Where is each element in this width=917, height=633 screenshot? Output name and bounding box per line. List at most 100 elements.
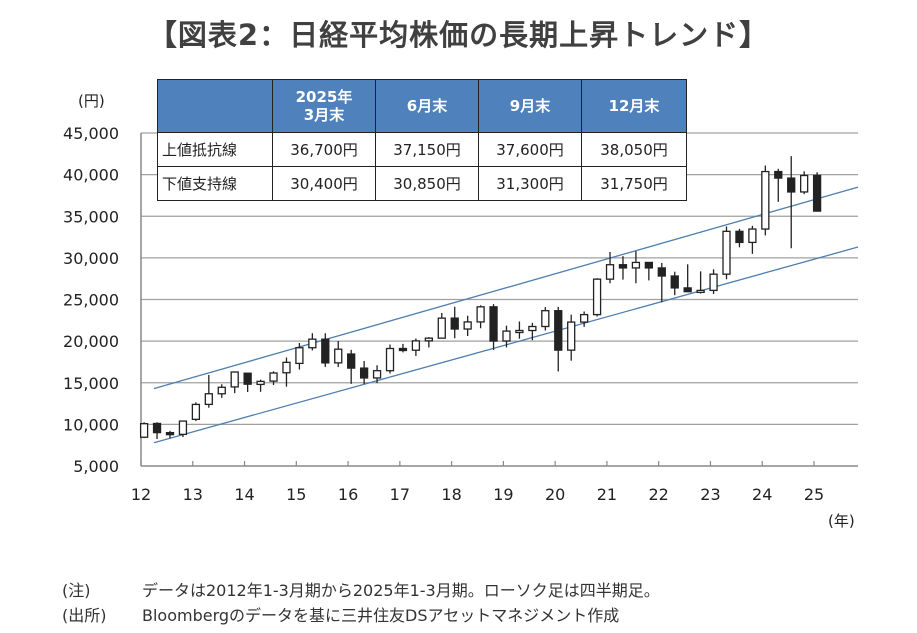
y-axis-label: (円) — [78, 92, 105, 110]
candle — [204, 374, 213, 408]
candle-body — [334, 348, 343, 364]
x-tick-label: 16 — [338, 485, 358, 504]
chart-title: 【図表2：日経平均株価の長期上昇トレンド】 — [147, 18, 770, 52]
y-tick-label: 40,000 — [63, 166, 119, 185]
x-tick-label: 18 — [441, 485, 461, 504]
candle-body — [696, 289, 705, 294]
candle-body — [372, 370, 382, 379]
candle — [683, 264, 692, 293]
candle — [372, 365, 382, 384]
candles — [139, 156, 822, 440]
candle-body — [735, 230, 744, 244]
candle-body — [489, 306, 498, 342]
table-header — [157, 79, 273, 133]
candle-body — [347, 353, 356, 369]
candle — [515, 321, 524, 339]
candle — [657, 262, 666, 303]
y-tick-label: 15,000 — [63, 374, 119, 393]
x-tick-label: 23 — [700, 485, 720, 504]
candle — [489, 304, 498, 350]
candle-body — [502, 330, 511, 342]
source-note: (出所) Bloombergのデータを基に三井住友DSアセットマネジメント作成 — [62, 606, 620, 625]
candle-body — [152, 422, 162, 434]
candle — [735, 228, 744, 248]
candle-body — [385, 347, 395, 372]
candle — [787, 156, 796, 249]
table-header: 2025年 3月末 — [272, 79, 376, 133]
candle — [463, 315, 472, 336]
candle — [295, 342, 304, 370]
x-tick-label: 14 — [234, 485, 254, 504]
row-label: 下値支持線 — [157, 166, 273, 201]
candle-body — [269, 372, 278, 382]
row-label: 上値抵抗線 — [157, 132, 273, 167]
candle-body — [308, 338, 317, 349]
y-tick-label: 10,000 — [63, 415, 119, 434]
x-tick-label: 20 — [545, 485, 565, 504]
x-tick-label: 21 — [597, 485, 617, 504]
candle-body — [541, 310, 550, 328]
candle-body — [683, 287, 692, 293]
axes: 5,000 10,000 15,000 20,000 25,000 30,000 35,00… — [63, 124, 858, 504]
candle-body — [321, 338, 330, 364]
candle — [761, 165, 770, 236]
note: (注) データは2012年1-3月期から2025年1-3月期。ローソク足は四半期足… — [62, 581, 660, 600]
table-cell: 36,700円 — [272, 132, 376, 167]
candle — [800, 171, 809, 195]
table-header: 12月末 — [581, 79, 687, 133]
candle-body — [657, 267, 666, 277]
candle-body — [165, 432, 175, 436]
candle — [411, 338, 421, 356]
table-cell: 37,600円 — [478, 132, 582, 167]
table-cell: 38,050円 — [581, 132, 687, 167]
candle — [359, 360, 369, 384]
candle — [644, 261, 654, 281]
channel-line-upper — [153, 186, 859, 390]
candle — [592, 278, 602, 317]
candle — [709, 269, 718, 294]
candle-body — [787, 177, 796, 193]
y-tick-label: 30,000 — [63, 249, 119, 268]
candle-body — [217, 386, 226, 395]
y-tick-label: 5,000 — [73, 457, 119, 476]
candle-body — [463, 321, 472, 330]
candle-body — [670, 275, 679, 289]
candle — [579, 311, 589, 327]
candle — [191, 402, 201, 422]
candle — [450, 306, 459, 339]
candle — [347, 349, 356, 384]
table-header: 6月末 — [375, 79, 479, 133]
table-header-row: 2025年 3月末 6月末 9月末 12月末 — [157, 79, 687, 133]
candle-body — [139, 423, 149, 438]
candle — [334, 341, 343, 367]
candle-body — [515, 329, 524, 334]
candle — [476, 305, 485, 329]
candle — [139, 422, 149, 439]
candle-body — [282, 361, 291, 374]
candle-body — [631, 261, 641, 269]
candle — [722, 226, 731, 280]
x-tick-label: 22 — [649, 485, 669, 504]
candle — [243, 372, 252, 393]
candle-body — [295, 347, 304, 365]
candle-body — [191, 403, 201, 420]
candle — [230, 371, 239, 394]
x-tick-label: 25 — [804, 485, 824, 504]
candle — [398, 343, 408, 353]
candle-body — [579, 313, 589, 323]
candle-body — [450, 317, 459, 330]
candle — [528, 322, 537, 341]
candle-body — [800, 174, 809, 193]
candle-body — [709, 273, 718, 292]
y-tick-label: 35,000 — [63, 207, 119, 226]
candle — [424, 337, 433, 348]
candle — [748, 225, 757, 254]
candle — [165, 430, 175, 439]
candle-body — [567, 321, 576, 351]
candle — [774, 168, 783, 202]
x-tick-label: 13 — [183, 485, 203, 504]
table-cell: 30,850円 — [375, 166, 479, 201]
candle-body — [230, 371, 239, 388]
candle — [631, 251, 641, 284]
